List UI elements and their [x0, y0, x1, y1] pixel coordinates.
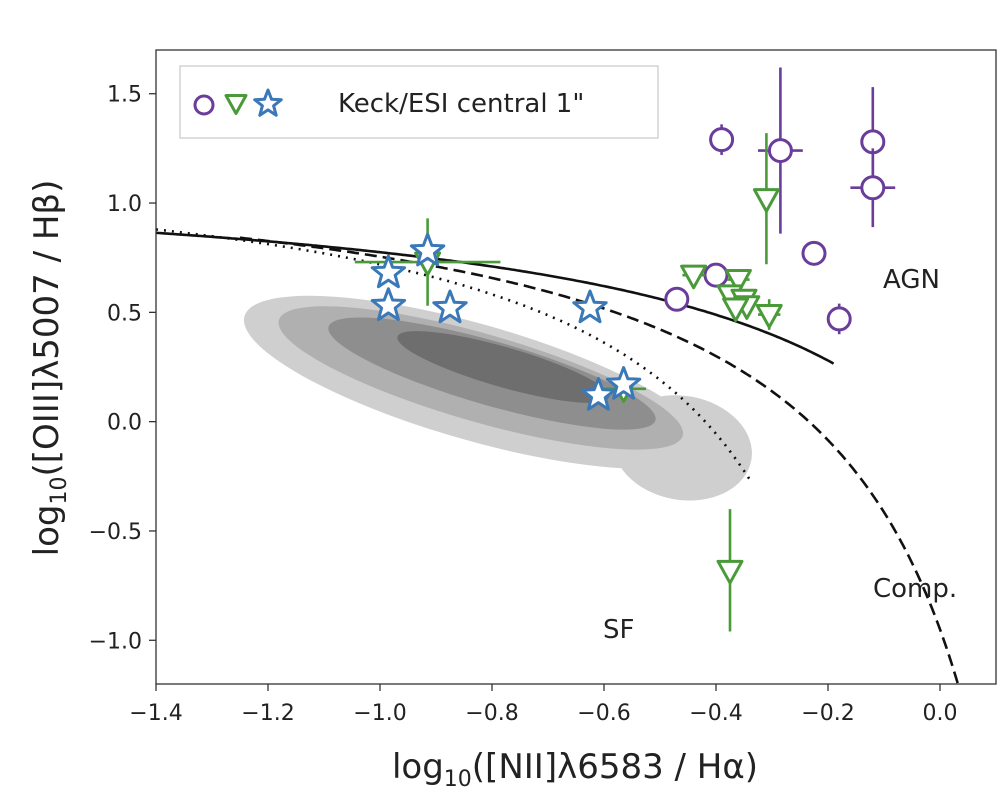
x-axis-label: log10([NII]λ6583 / Hα) [392, 747, 758, 792]
circle-marker [193, 94, 215, 116]
y-tick-label: 0.0 [107, 411, 142, 436]
triangle-marker [752, 188, 780, 213]
legend-label: Keck/ESI central 1" [338, 89, 584, 119]
circle-marker [860, 175, 886, 201]
star-marker [580, 376, 617, 411]
data-points [354, 67, 896, 632]
x-tick-label: −0.2 [801, 701, 854, 726]
legend-markers [193, 88, 283, 117]
star-marker [605, 366, 642, 400]
x-tick-label: −0.6 [577, 701, 630, 726]
circle-marker [703, 262, 729, 288]
y-tick-label: −0.5 [89, 520, 142, 545]
region-label-sf: SF [603, 615, 634, 645]
triangle-marker [716, 559, 744, 585]
x-tick-label: −0.8 [465, 701, 518, 726]
kauffmann-curve [156, 228, 751, 481]
triangle-marker [722, 297, 750, 323]
axes: −1.4 −1.2 −1.0 −0.8 −0.6 −0.4 −0.2 0.0 −1.0 −0.5 0… [89, 83, 958, 726]
contour-level-4 [397, 331, 610, 403]
triangle-marker [680, 264, 708, 290]
circle-marker [709, 127, 735, 153]
sdss-density-contours [243, 295, 752, 501]
circle-marker [826, 306, 852, 332]
x-tick-label: −0.4 [689, 701, 742, 726]
star-marker [370, 287, 407, 321]
y-tick-label: 1.5 [107, 83, 142, 108]
star-marker [409, 232, 446, 267]
circle-marker [767, 138, 793, 164]
schawinski-curve [239, 236, 960, 684]
star-marker [572, 289, 608, 324]
legend: Keck/ESI central 1" [179, 65, 659, 139]
triangle-marker [755, 304, 783, 329]
y-tick-label: 0.5 [107, 301, 142, 326]
classification-lines [156, 228, 960, 684]
y-axis-label: log10([OIII]λ5007 / Hβ) [27, 180, 72, 557]
plot-frame [155, 49, 997, 685]
region-label-composite: Comp. [873, 574, 957, 604]
circle-marker [664, 286, 690, 312]
x-tick-label: −1.0 [353, 701, 406, 726]
star-marker [370, 254, 407, 289]
triangle-marker [224, 94, 248, 115]
x-tick-label: −1.2 [241, 701, 294, 726]
y-tick-label: 1.0 [107, 192, 142, 217]
y-tick-label: −1.0 [89, 629, 142, 654]
star-marker [253, 88, 283, 117]
star-marker [432, 289, 468, 324]
x-tick-label: 0.0 [923, 701, 958, 726]
circle-marker [801, 240, 827, 266]
region-label-agn: AGN [883, 265, 940, 295]
x-tick-label: −1.4 [129, 701, 182, 726]
triangle-marker [724, 269, 752, 294]
